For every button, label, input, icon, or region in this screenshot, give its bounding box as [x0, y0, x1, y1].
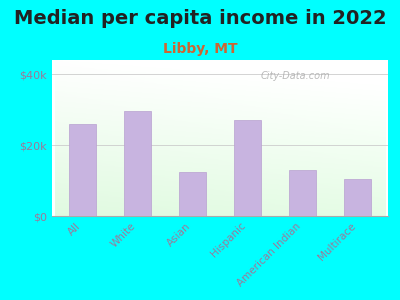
Text: Median per capita income in 2022: Median per capita income in 2022 [14, 9, 386, 28]
Bar [344, 179, 372, 216]
Text: City-Data.com: City-Data.com [260, 71, 330, 81]
Bar [179, 172, 206, 216]
Bar [289, 170, 316, 216]
Bar [234, 120, 261, 216]
Bar [124, 111, 151, 216]
Bar [68, 124, 96, 216]
Text: Libby, MT: Libby, MT [163, 42, 237, 56]
